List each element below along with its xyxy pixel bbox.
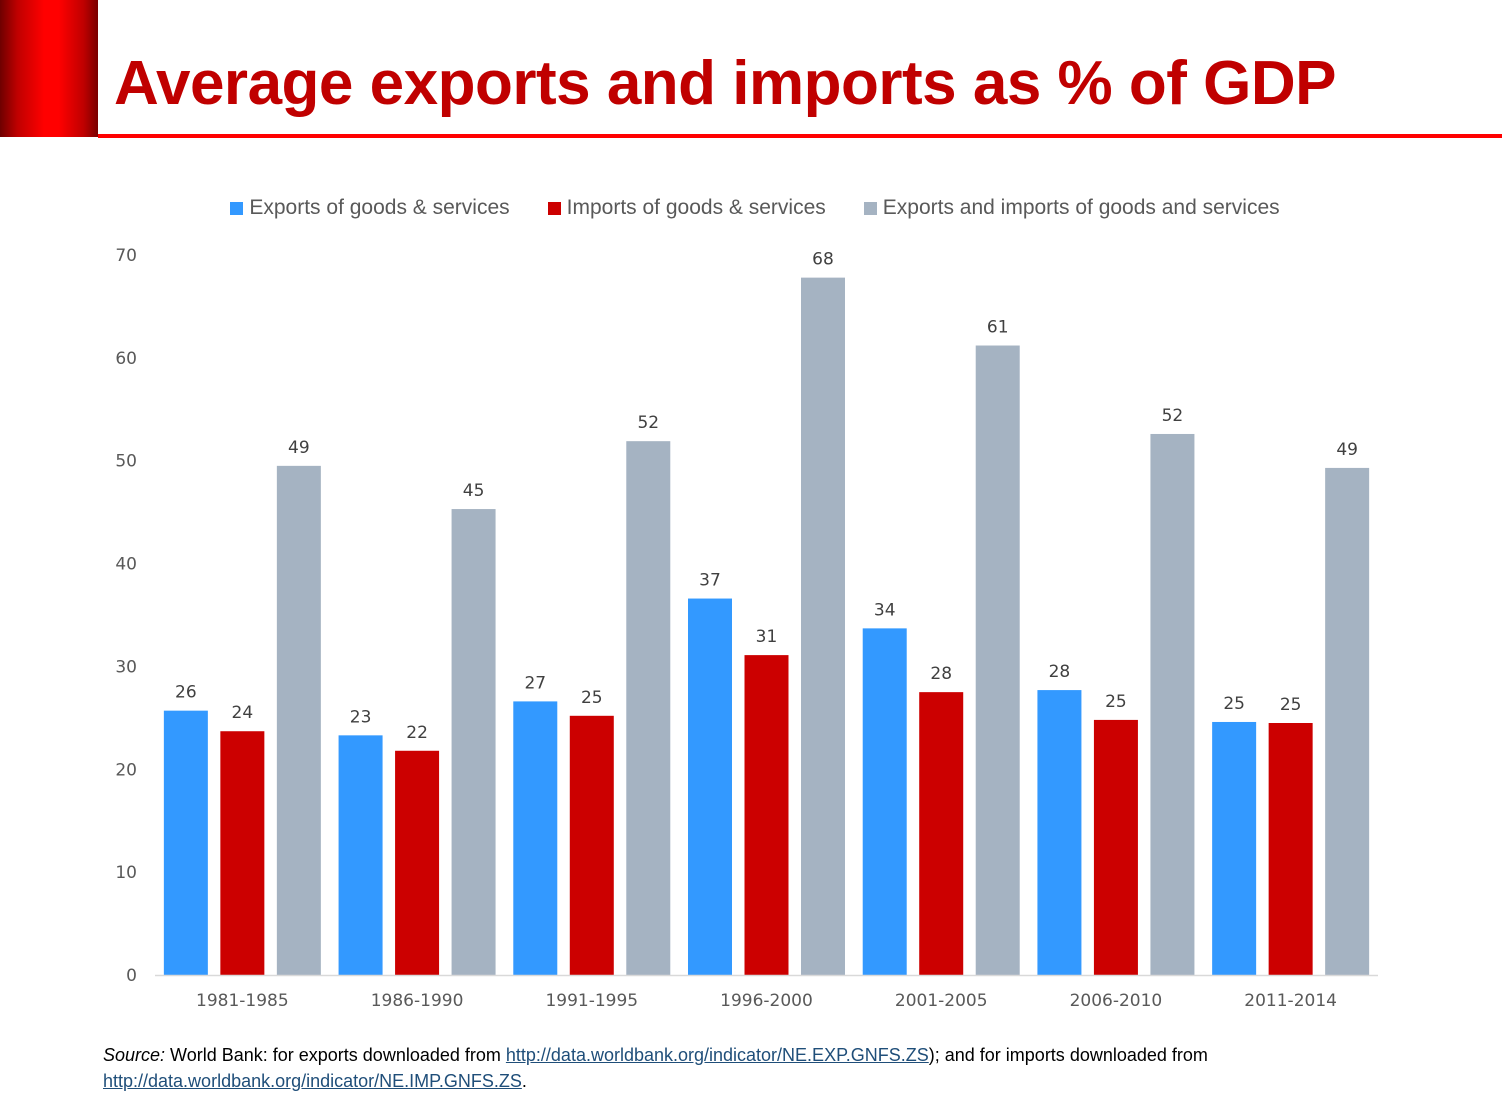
bar-imports-2011-2014 (1268, 723, 1313, 975)
legend-item-exports: Exports of goods & services (230, 196, 510, 220)
data-label-imports-1986-1990: 22 (406, 723, 428, 743)
y-axis: 0 10 20 30 40 50 60 70 (115, 246, 137, 986)
title-accent-bar (0, 0, 98, 137)
data-label-exports-2001-2005: 34 (874, 600, 896, 620)
bar-imports-1991-1995 (569, 715, 614, 975)
slide-title: Average exports and imports as % of GDP (114, 49, 1336, 118)
data-labels: 26 24 49 23 22 45 27 25 52 37 31 68 34 28 61 28 25 52 25 25… (175, 250, 1358, 743)
bar-total-1991-1995 (626, 441, 671, 976)
legend-label-exports: Exports of goods & services (249, 196, 510, 219)
data-label-imports-1991-1995: 25 (581, 688, 603, 708)
x-tick-label: 2001-2005 (895, 991, 988, 1011)
data-label-exports-1981-1985: 26 (175, 683, 197, 703)
bar-imports-1996-2000 (744, 655, 789, 975)
imports-source-link[interactable]: http://data.worldbank.org/indicator/NE.I… (103, 1071, 522, 1091)
legend-label-imports: Imports of goods & services (566, 196, 826, 219)
bar-exports-1991-1995 (513, 701, 558, 975)
data-label-exports-1986-1990: 23 (350, 707, 372, 727)
legend-item-imports: Imports of goods & services (547, 196, 826, 220)
y-tick-label: 60 (115, 349, 137, 369)
data-label-total-1996-2000: 68 (812, 250, 834, 270)
bar-total-2011-2014 (1325, 467, 1370, 975)
x-tick-label: 1991-1995 (545, 991, 638, 1011)
title-underline (98, 134, 1502, 138)
bar-total-1986-1990 (451, 509, 496, 975)
source-note: Source: World Bank: for exports download… (103, 1042, 1403, 1094)
data-label-imports-2006-2010: 25 (1105, 692, 1127, 712)
data-label-exports-2006-2010: 28 (1049, 662, 1071, 682)
x-tick-label: 2011-2014 (1244, 991, 1337, 1011)
x-tick-label: 1981-1985 (196, 991, 289, 1011)
legend-swatch-imports (547, 201, 561, 215)
y-tick-label: 10 (115, 863, 137, 883)
bar-total-2006-2010 (1150, 433, 1195, 975)
bar-total-1996-2000 (801, 277, 845, 976)
x-tick-label: 2006-2010 (1070, 991, 1163, 1011)
x-tick-label: 1986-1990 (371, 991, 464, 1011)
y-tick-label: 40 (115, 555, 137, 575)
data-label-imports-1996-2000: 31 (756, 627, 778, 647)
source-text-1: World Bank: for exports downloaded from (165, 1045, 506, 1065)
bar-exports-1996-2000 (688, 598, 732, 975)
data-label-exports-1996-2000: 37 (699, 571, 721, 591)
data-label-total-2001-2005: 61 (987, 318, 1009, 338)
data-label-imports-2001-2005: 28 (930, 664, 952, 684)
chart-legend: Exports of goods & services Imports of g… (0, 196, 1502, 220)
source-text-3: . (521, 1071, 527, 1091)
y-tick-label: 20 (115, 760, 137, 780)
bar-imports-1981-1985 (220, 731, 265, 975)
bar-imports-1986-1990 (395, 750, 440, 975)
bar-exports-1981-1985 (163, 710, 208, 975)
legend-item-total: Exports and imports of goods and service… (863, 196, 1280, 220)
bar-total-2001-2005 (975, 345, 1020, 975)
bar-exports-2006-2010 (1037, 690, 1082, 975)
bars (163, 277, 1370, 976)
data-label-exports-2011-2014: 25 (1223, 694, 1245, 714)
y-tick-label: 30 (115, 657, 137, 677)
bar-imports-2006-2010 (1093, 719, 1138, 975)
legend-label-total: Exports and imports of goods and service… (882, 196, 1280, 219)
data-label-imports-2011-2014: 25 (1280, 695, 1302, 715)
data-label-total-1986-1990: 45 (463, 481, 485, 501)
source-prefix: Source: (103, 1045, 166, 1065)
bar-exports-2001-2005 (862, 628, 907, 975)
legend-swatch-total (863, 201, 877, 215)
x-axis: 1981-1985 1986-1990 1991-1995 1996-2000 2001… (196, 991, 1337, 1011)
bar-exports-1986-1990 (338, 735, 383, 975)
y-tick-label: 0 (126, 966, 137, 986)
bar-total-1981-1985 (276, 465, 321, 975)
bar-chart: 0 10 20 30 40 50 60 70 26 24 49 23 22 45 27 25 52 37 31 68… (115, 246, 1378, 1011)
data-label-total-1991-1995: 52 (637, 413, 659, 433)
y-tick-label: 50 (115, 452, 137, 472)
x-tick-label: 1996-2000 (720, 991, 813, 1011)
data-label-exports-1991-1995: 27 (524, 673, 546, 693)
data-label-total-1981-1985: 49 (288, 438, 310, 458)
y-tick-label: 70 (115, 246, 137, 266)
data-label-imports-1981-1985: 24 (232, 703, 254, 723)
data-label-total-2011-2014: 49 (1336, 440, 1358, 460)
bar-imports-2001-2005 (919, 692, 964, 975)
legend-swatch-exports (230, 201, 244, 215)
data-label-total-2006-2010: 52 (1162, 406, 1184, 426)
bar-exports-2011-2014 (1212, 721, 1257, 975)
source-text-2: ); and for imports downloaded from (928, 1045, 1208, 1065)
exports-source-link[interactable]: http://data.worldbank.org/indicator/NE.E… (505, 1045, 929, 1065)
